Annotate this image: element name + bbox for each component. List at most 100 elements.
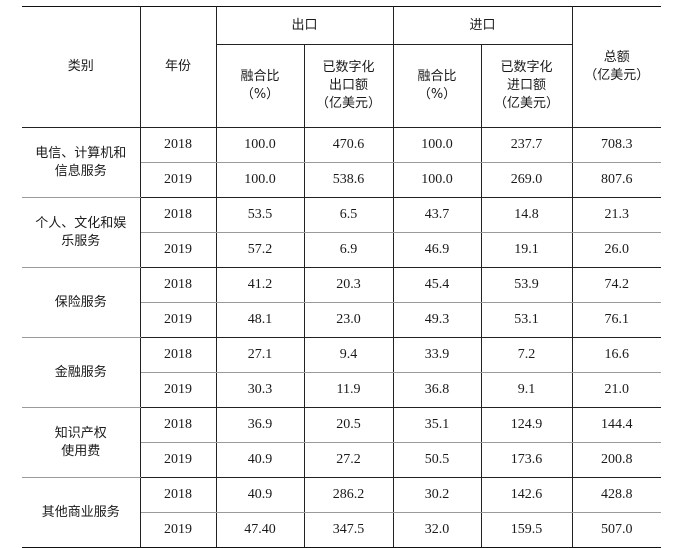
- import-ratio-cell: 50.5: [392, 442, 482, 478]
- import-amount-cell: 237.7: [480, 127, 573, 163]
- header-export-group: 出口: [215, 6, 394, 45]
- table-row: 2019 48.1 23.0 49.3 53.1 76.1: [22, 302, 662, 338]
- year-cell: 2018: [139, 407, 217, 443]
- export-amount-cell: 27.2: [303, 442, 394, 478]
- category-cell: 保险服务: [22, 267, 141, 338]
- import-amount-cell: 142.6: [480, 477, 573, 513]
- table-row: 电信、计算机和 信息服务 2018 100.0 470.6 100.0 237.7 708.3: [22, 127, 662, 198]
- export-amount-cell: 11.9: [303, 372, 394, 408]
- import-ratio-cell: 43.7: [392, 197, 482, 233]
- year-cell: 2018: [139, 337, 217, 373]
- export-amount-cell: 23.0: [303, 302, 394, 338]
- header-total: 总额 （亿美元）: [571, 6, 662, 128]
- table-row: 知识产权 使用费 2018 36.9 20.5 35.1 124.9 144.4: [22, 407, 662, 478]
- total-cell: 16.6: [571, 337, 662, 373]
- header-year: 年份: [139, 6, 217, 128]
- import-ratio-cell: 49.3: [392, 302, 482, 338]
- total-cell: 21.3: [571, 197, 662, 233]
- import-amount-cell: 269.0: [480, 162, 573, 198]
- export-ratio-cell: 36.9: [215, 407, 305, 443]
- import-ratio-cell: 45.4: [392, 267, 482, 303]
- export-ratio-cell: 57.2: [215, 232, 305, 268]
- export-ratio-cell: 40.9: [215, 442, 305, 478]
- export-ratio-cell: 40.9: [215, 477, 305, 513]
- export-amount-cell: 286.2: [303, 477, 394, 513]
- year-cell: 2018: [139, 267, 217, 303]
- total-cell: 21.0: [571, 372, 662, 408]
- import-ratio-cell: 33.9: [392, 337, 482, 373]
- table-body: 电信、计算机和 信息服务 2018 100.0 470.6 100.0 237.7 708.3…: [22, 127, 662, 548]
- year-cell: 2018: [139, 127, 217, 163]
- category-cell: 知识产权 使用费: [22, 407, 141, 478]
- year-cell: 2018: [139, 477, 217, 513]
- export-ratio-cell: 47.40: [215, 512, 305, 548]
- export-amount-cell: 6.5: [303, 197, 394, 233]
- import-amount-cell: 9.1: [480, 372, 573, 408]
- year-cell: 2019: [140, 232, 217, 268]
- import-amount-cell: 124.9: [480, 407, 573, 443]
- export-ratio-cell: 30.3: [215, 372, 305, 408]
- table-row: 个人、文化和娱 乐服务 2018 53.5 6.5 43.7 14.8 21.3: [22, 197, 662, 268]
- header-category: 类别: [22, 6, 141, 128]
- header-export-amount: 已数字化 出口额 （亿美元）: [303, 44, 394, 128]
- import-ratio-cell: 36.8: [392, 372, 482, 408]
- table-row: 2019 40.9 27.2 50.5 173.6 200.8: [22, 442, 662, 478]
- import-ratio-cell: 35.1: [392, 407, 482, 443]
- import-amount-cell: 19.1: [480, 232, 573, 268]
- table-row: 2019 47.40 347.5 32.0 159.5 507.0: [22, 512, 662, 548]
- table-row: 其他商业服务 2018 40.9 286.2 30.2 142.6 428.8: [22, 477, 662, 548]
- import-amount-cell: 53.1: [480, 302, 573, 338]
- export-ratio-cell: 27.1: [215, 337, 305, 373]
- digital-trade-table: 类别 年份 出口 进口 总额 （亿美元） 融合比 （%） 已数字化 出口额 （亿…: [22, 6, 662, 548]
- import-ratio-cell: 100.0: [392, 127, 482, 163]
- year-cell: 2018: [139, 197, 217, 233]
- table-row: 2019 30.3 11.9 36.8 9.1 21.0: [22, 372, 662, 408]
- total-cell: 26.0: [571, 232, 662, 268]
- total-cell: 708.3: [571, 127, 662, 163]
- year-cell: 2019: [140, 162, 217, 198]
- header-import-group: 进口: [392, 6, 573, 45]
- export-amount-cell: 538.6: [303, 162, 394, 198]
- export-amount-cell: 347.5: [303, 512, 394, 548]
- export-amount-cell: 20.3: [303, 267, 394, 303]
- import-amount-cell: 7.2: [480, 337, 573, 373]
- year-cell: 2019: [140, 512, 217, 548]
- import-ratio-cell: 32.0: [392, 512, 482, 548]
- total-cell: 76.1: [571, 302, 662, 338]
- export-ratio-cell: 100.0: [215, 162, 305, 198]
- import-amount-cell: 173.6: [480, 442, 573, 478]
- category-cell: 电信、计算机和 信息服务: [22, 127, 141, 198]
- export-amount-cell: 470.6: [303, 127, 394, 163]
- import-ratio-cell: 30.2: [392, 477, 482, 513]
- export-ratio-cell: 41.2: [215, 267, 305, 303]
- header-export-ratio: 融合比 （%）: [216, 44, 305, 128]
- table-row: 保险服务 2018 41.2 20.3 45.4 53.9 74.2: [22, 267, 662, 338]
- table-row: 金融服务 2018 27.1 9.4 33.9 7.2 16.6: [22, 337, 662, 408]
- export-amount-cell: 20.5: [303, 407, 394, 443]
- table-row: 2019 100.0 538.6 100.0 269.0 807.6: [22, 162, 662, 198]
- category-cell: 个人、文化和娱 乐服务: [22, 197, 141, 268]
- header-import-ratio: 融合比 （%）: [392, 44, 482, 128]
- total-cell: 807.6: [571, 162, 662, 198]
- category-cell: 其他商业服务: [22, 477, 141, 548]
- header-import-amount: 已数字化 进口额 （亿美元）: [480, 44, 573, 128]
- import-amount-cell: 159.5: [480, 512, 573, 548]
- total-cell: 144.4: [571, 407, 662, 443]
- year-cell: 2019: [140, 372, 217, 408]
- year-cell: 2019: [140, 442, 217, 478]
- import-ratio-cell: 100.0: [392, 162, 482, 198]
- export-amount-cell: 6.9: [303, 232, 394, 268]
- total-cell: 507.0: [571, 512, 662, 548]
- export-ratio-cell: 100.0: [215, 127, 305, 163]
- category-cell: 金融服务: [22, 337, 141, 408]
- total-cell: 428.8: [571, 477, 662, 513]
- export-ratio-cell: 48.1: [215, 302, 305, 338]
- table-row: 2019 57.2 6.9 46.9 19.1 26.0: [22, 232, 662, 268]
- export-amount-cell: 9.4: [303, 337, 394, 373]
- import-amount-cell: 53.9: [480, 267, 573, 303]
- total-cell: 200.8: [571, 442, 662, 478]
- import-ratio-cell: 46.9: [392, 232, 482, 268]
- import-amount-cell: 14.8: [480, 197, 573, 233]
- total-cell: 74.2: [571, 267, 662, 303]
- year-cell: 2019: [140, 302, 217, 338]
